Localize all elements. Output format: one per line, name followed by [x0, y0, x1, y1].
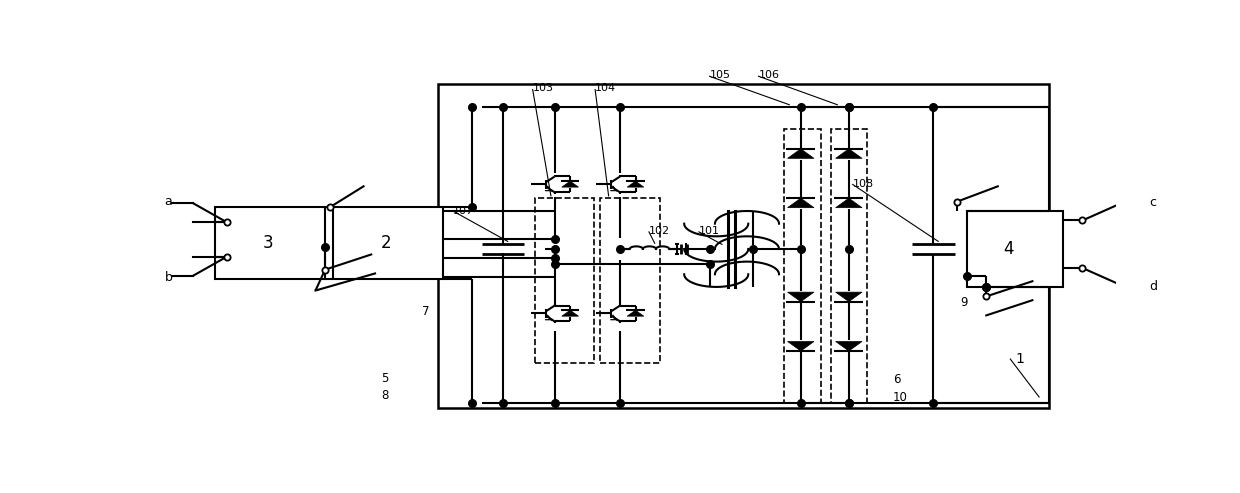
- Text: 2: 2: [381, 234, 391, 252]
- Polygon shape: [627, 181, 644, 187]
- Polygon shape: [787, 342, 813, 351]
- Bar: [600, 198, 660, 363]
- Bar: [332, 207, 444, 280]
- Polygon shape: [562, 181, 579, 187]
- Text: 7: 7: [422, 305, 429, 318]
- Polygon shape: [787, 149, 813, 158]
- Text: 104: 104: [595, 83, 616, 93]
- Text: 5: 5: [381, 372, 388, 385]
- Text: 6: 6: [893, 373, 900, 387]
- Text: 108: 108: [853, 179, 874, 189]
- Text: 8: 8: [381, 388, 388, 402]
- Polygon shape: [787, 198, 813, 208]
- Text: 10: 10: [893, 391, 908, 404]
- Text: 107: 107: [453, 206, 474, 216]
- Text: a: a: [165, 195, 172, 208]
- Text: c: c: [1149, 196, 1157, 209]
- Text: 105: 105: [709, 70, 730, 80]
- Text: 106: 106: [759, 70, 780, 80]
- Text: 1: 1: [1016, 352, 1024, 366]
- Polygon shape: [836, 198, 862, 208]
- Polygon shape: [787, 292, 813, 302]
- Polygon shape: [562, 310, 579, 316]
- Bar: [831, 129, 867, 403]
- Text: 101: 101: [699, 226, 720, 236]
- Bar: [967, 211, 1063, 287]
- Text: 103: 103: [533, 83, 554, 93]
- Polygon shape: [627, 310, 644, 316]
- Text: d: d: [1149, 280, 1158, 293]
- Text: b: b: [165, 271, 172, 284]
- Polygon shape: [836, 342, 862, 351]
- Polygon shape: [836, 149, 862, 158]
- Bar: [785, 129, 821, 403]
- Bar: [534, 198, 594, 363]
- Text: 102: 102: [649, 226, 670, 236]
- Polygon shape: [836, 292, 862, 302]
- Text: 3: 3: [263, 234, 274, 252]
- Bar: [215, 207, 325, 280]
- Text: 4: 4: [1003, 240, 1013, 258]
- Bar: [439, 84, 1049, 408]
- Text: 9: 9: [960, 296, 967, 309]
